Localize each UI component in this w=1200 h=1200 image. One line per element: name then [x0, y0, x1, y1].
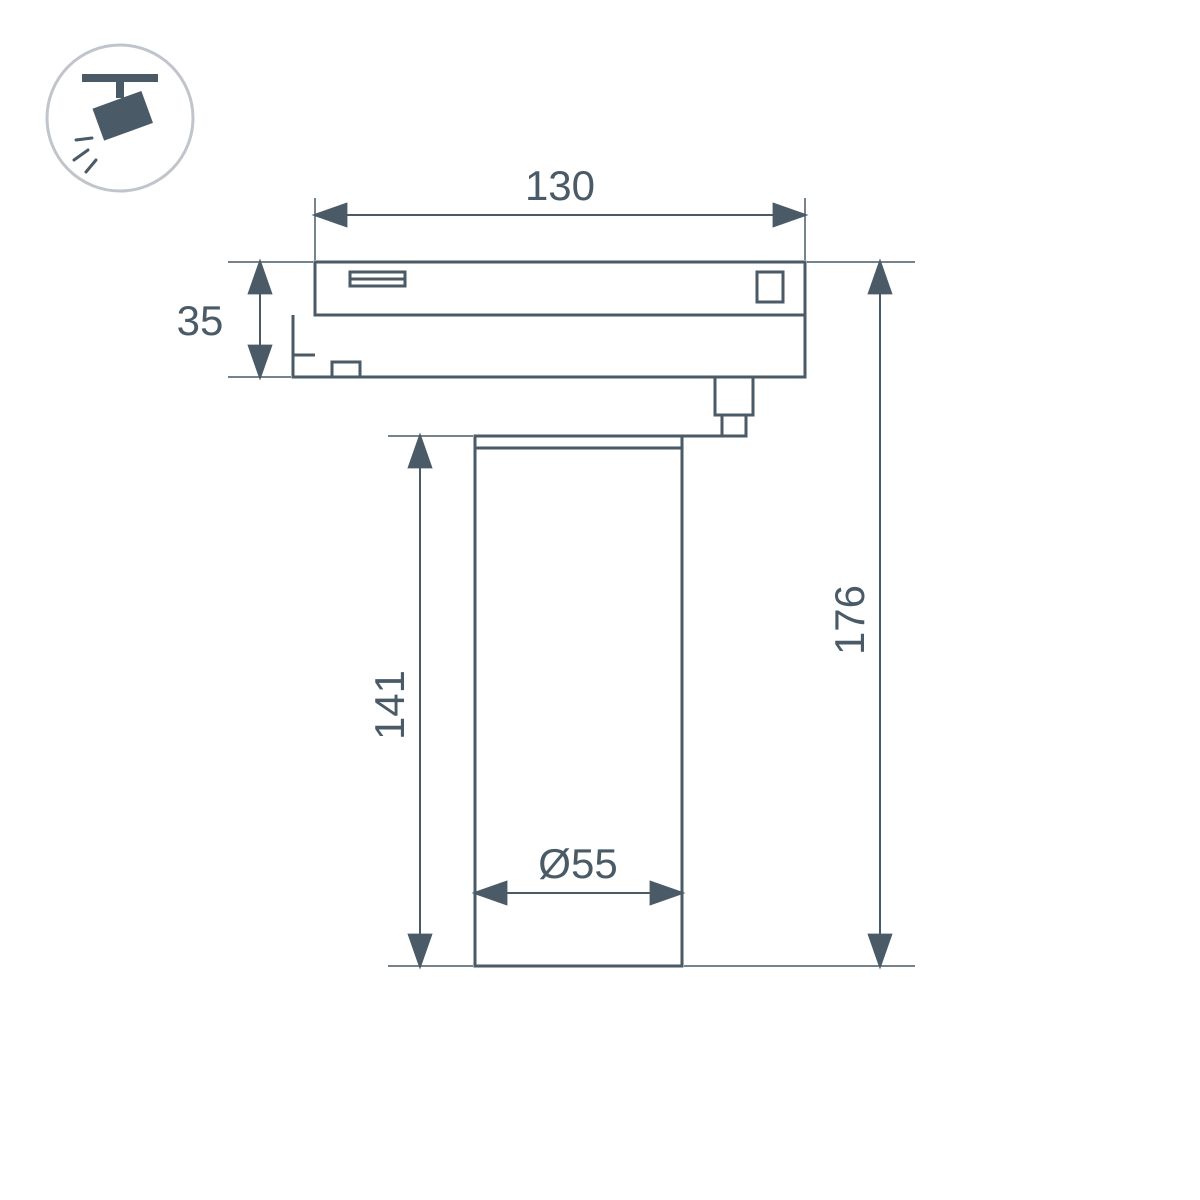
dim-label-130: 130 — [525, 162, 595, 209]
dim-height-141: 141 — [366, 436, 420, 966]
track-spotlight-icon — [47, 45, 193, 191]
dim-label-141: 141 — [366, 670, 413, 740]
tech-drawing: 130 35 141 176 Ø55 — [0, 0, 1200, 1200]
track-adapter — [293, 262, 805, 377]
dim-width-130: 130 — [315, 162, 805, 215]
dim-label-diameter: Ø55 — [538, 840, 617, 887]
dim-height-176: 176 — [826, 262, 880, 966]
dim-label-176: 176 — [826, 585, 873, 655]
dim-label-35: 35 — [177, 297, 224, 344]
neck-joint — [715, 377, 753, 436]
dim-diameter-55: Ø55 — [475, 840, 682, 893]
dim-height-35: 35 — [177, 262, 260, 377]
